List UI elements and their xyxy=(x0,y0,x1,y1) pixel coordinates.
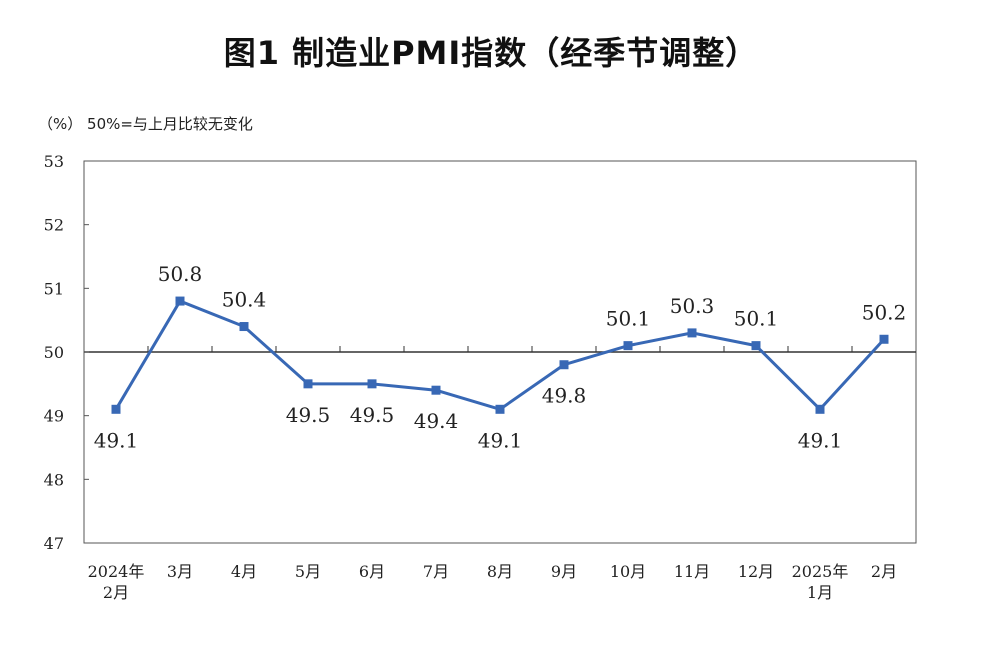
x-tick-label: 11月 xyxy=(674,562,710,581)
data-label: 49.1 xyxy=(798,428,843,452)
x-tick-label: 2月 xyxy=(871,562,897,581)
data-point-marker xyxy=(559,360,569,370)
data-point-marker xyxy=(239,322,249,332)
data-label: 50.1 xyxy=(606,307,651,331)
y-tick-label: 51 xyxy=(44,279,64,298)
unit-note: （%） 50%=与上月比较无变化 xyxy=(38,115,253,133)
data-point-marker xyxy=(879,334,889,344)
data-label: 49.5 xyxy=(350,403,395,427)
data-label: 50.8 xyxy=(158,262,203,286)
x-tick-label: 2024年 2月 xyxy=(88,562,145,602)
data-label: 49.4 xyxy=(414,409,459,433)
data-point-marker xyxy=(431,385,441,395)
x-tick-label: 8月 xyxy=(487,562,513,581)
data-point-marker xyxy=(495,404,505,414)
data-point-marker xyxy=(623,341,633,351)
y-tick-label: 48 xyxy=(44,470,64,489)
x-tick-label: 4月 xyxy=(231,562,257,581)
y-tick-label: 49 xyxy=(44,407,64,426)
x-tick-label: 9月 xyxy=(551,562,577,581)
data-point-marker xyxy=(111,404,121,414)
y-tick-label: 53 xyxy=(44,152,64,171)
data-label: 50.2 xyxy=(862,300,907,324)
y-tick-label: 47 xyxy=(44,534,64,553)
data-point-marker xyxy=(367,379,377,389)
data-point-marker xyxy=(751,341,761,351)
x-tick-label: 6月 xyxy=(359,562,385,581)
data-point-marker xyxy=(303,379,313,389)
y-tick-label: 52 xyxy=(44,216,64,235)
x-tick-label: 7月 xyxy=(423,562,449,581)
data-point-marker xyxy=(175,296,185,306)
data-label: 50.1 xyxy=(734,307,779,331)
x-tick-label: 5月 xyxy=(295,562,321,581)
data-point-marker xyxy=(815,404,825,414)
data-label: 49.1 xyxy=(94,428,139,452)
x-tick-label: 2025年 1月 xyxy=(792,562,849,602)
chart-title: 图1 制造业PMI指数（经季节调整） xyxy=(223,34,759,72)
data-label: 49.5 xyxy=(286,403,331,427)
data-label: 49.1 xyxy=(478,428,523,452)
data-label: 50.4 xyxy=(222,288,267,312)
data-label: 50.3 xyxy=(670,294,715,318)
y-tick-label: 50 xyxy=(44,343,64,362)
x-tick-label: 3月 xyxy=(167,562,193,581)
x-tick-label: 10月 xyxy=(610,562,646,581)
data-label: 49.8 xyxy=(542,384,587,408)
x-tick-label: 12月 xyxy=(738,562,774,581)
data-point-marker xyxy=(687,328,697,338)
